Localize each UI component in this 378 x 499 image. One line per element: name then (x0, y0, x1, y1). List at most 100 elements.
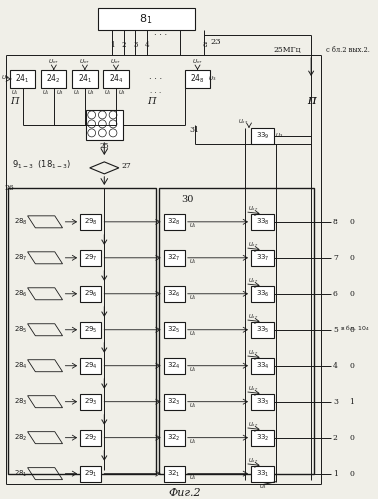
Bar (80, 214, 101, 230)
Text: $U_3$: $U_3$ (87, 88, 95, 97)
Bar (251, 214, 274, 230)
Bar (251, 250, 274, 266)
Text: П: П (147, 97, 155, 106)
Text: 6: 6 (333, 290, 338, 298)
Text: 3: 3 (133, 41, 138, 49)
Bar (185, 70, 210, 88)
Text: $U_{от}$: $U_{от}$ (248, 205, 258, 213)
Text: $U_{от}$: $U_{от}$ (238, 117, 248, 126)
Bar (251, 466, 274, 482)
Text: $28_2$: $28_2$ (14, 433, 28, 443)
Text: · · ·: · · · (150, 89, 161, 97)
Text: $8_1$: $8_1$ (139, 12, 153, 26)
Text: 3: 3 (333, 398, 338, 406)
Bar (159, 188, 314, 474)
Text: $33_4$: $33_4$ (256, 361, 270, 371)
Bar (251, 430, 274, 446)
Text: · · ·: · · · (149, 75, 162, 83)
Text: 7: 7 (333, 254, 338, 262)
Text: 0: 0 (350, 326, 354, 334)
Text: 4: 4 (145, 41, 149, 49)
Text: $U_5$: $U_5$ (189, 257, 197, 266)
Bar (98, 8, 195, 30)
Text: $32_2$: $32_2$ (167, 433, 181, 443)
Text: $28_3$: $28_3$ (14, 397, 28, 407)
Text: $32_7$: $32_7$ (167, 252, 181, 263)
Text: $U_3$: $U_3$ (259, 482, 266, 491)
Text: $29_6$: $29_6$ (84, 289, 98, 299)
Text: $U_3$: $U_3$ (118, 88, 126, 97)
Text: $U_3$: $U_3$ (275, 131, 283, 140)
Text: $U_3$: $U_3$ (208, 74, 216, 83)
Text: 27: 27 (122, 162, 132, 170)
Text: 8: 8 (333, 218, 338, 226)
Text: $U_{от}$: $U_{от}$ (248, 420, 258, 429)
Bar (103, 70, 129, 88)
Bar (164, 250, 185, 266)
Text: $28_1$: $28_1$ (14, 469, 28, 479)
Text: $U_3$: $U_3$ (56, 88, 64, 97)
Text: 5: 5 (333, 326, 338, 334)
Text: $U_{от}$: $U_{от}$ (192, 57, 203, 66)
Text: $24_4$: $24_4$ (108, 73, 123, 85)
Text: $24_2$: $24_2$ (46, 73, 61, 85)
Text: 1: 1 (333, 470, 338, 478)
Text: $24_1$: $24_1$ (15, 73, 30, 85)
Text: $U_{от}$: $U_{от}$ (110, 57, 122, 66)
Text: П: П (307, 97, 315, 106)
Text: $U_3$: $U_3$ (1, 73, 9, 82)
Text: $28_6$: $28_6$ (14, 289, 28, 299)
Text: с бл.2 вых.2.: с бл.2 вых.2. (326, 46, 370, 54)
Bar (80, 322, 101, 338)
Bar (251, 358, 274, 374)
Bar (80, 250, 101, 266)
Text: 0: 0 (350, 362, 354, 370)
Text: $28_7$: $28_7$ (14, 252, 28, 263)
Text: $9_{1-3}$  $(18_{1-3})$: $9_{1-3}$ $(18_{1-3})$ (12, 159, 71, 171)
Text: $U_{от}$: $U_{от}$ (248, 456, 258, 465)
Text: $U_5$: $U_5$ (189, 437, 197, 446)
Bar (80, 394, 101, 410)
Text: $33_9$: $33_9$ (256, 131, 270, 141)
Text: $U_{от}$: $U_{от}$ (79, 57, 91, 66)
Text: 31: 31 (190, 126, 200, 134)
Bar (251, 322, 274, 338)
Text: 0: 0 (350, 254, 354, 262)
Text: 0: 0 (350, 290, 354, 298)
Bar (80, 430, 101, 446)
Text: П: П (10, 97, 18, 106)
Text: 0: 0 (350, 218, 354, 226)
Bar (80, 286, 101, 302)
Text: $U_5$: $U_5$ (189, 401, 197, 410)
Text: $29_7$: $29_7$ (84, 252, 98, 263)
Bar (251, 286, 274, 302)
Text: 0: 0 (350, 470, 354, 478)
Text: $32_1$: $32_1$ (167, 469, 181, 479)
Text: $U_{от}$: $U_{от}$ (248, 241, 258, 250)
Text: $U_{от}$: $U_{от}$ (248, 312, 258, 321)
Text: 0: 0 (350, 434, 354, 442)
Text: 2: 2 (121, 41, 126, 49)
Text: $29_4$: $29_4$ (84, 361, 98, 371)
Text: 30: 30 (181, 195, 194, 205)
Text: $32_3$: $32_3$ (167, 397, 181, 407)
Text: Фиг.2: Фиг.2 (169, 488, 201, 498)
Text: $33_5$: $33_5$ (256, 325, 270, 335)
Bar (164, 358, 185, 374)
Text: $32_8$: $32_8$ (167, 217, 181, 227)
Bar (164, 322, 185, 338)
Text: $29_3$: $29_3$ (84, 397, 98, 407)
Text: $U_{от}$: $U_{от}$ (248, 384, 258, 393)
Text: 2: 2 (333, 434, 338, 442)
Text: $24_8$: $24_8$ (190, 73, 205, 85)
Text: $33_3$: $33_3$ (256, 397, 270, 407)
Bar (164, 394, 185, 410)
Text: $32_6$: $32_6$ (167, 289, 181, 299)
Bar (251, 128, 274, 144)
Text: $U_5$: $U_5$ (189, 222, 197, 230)
Text: $U_5$: $U_5$ (189, 293, 197, 302)
Text: $33_8$: $33_8$ (256, 217, 270, 227)
Text: $29_1$: $29_1$ (84, 469, 98, 479)
Text: $28_5$: $28_5$ (14, 325, 28, 335)
Text: П: П (307, 97, 315, 106)
